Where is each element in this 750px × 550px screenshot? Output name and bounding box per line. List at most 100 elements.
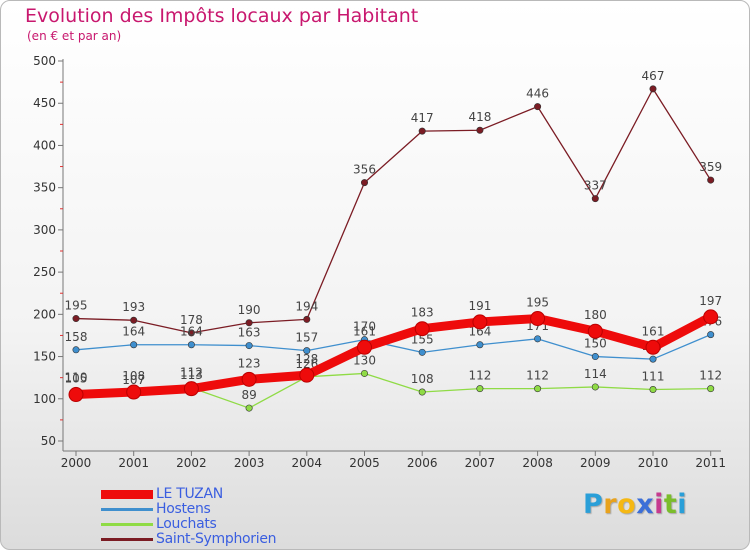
data-label-le-tuzan: 123 <box>238 356 261 370</box>
data-label-louchats: 114 <box>584 367 607 381</box>
data-point-hostens <box>72 346 80 354</box>
proxiti-logo-letter: t <box>663 489 678 520</box>
x-tick-label: 2004 <box>292 456 323 470</box>
proxiti-logo: Proxiti <box>583 489 687 520</box>
data-label-le-tuzan: 161 <box>353 324 376 338</box>
x-tick-label: 2010 <box>638 456 669 470</box>
data-label-hostens: 150 <box>584 337 607 351</box>
data-label-louchats: 126 <box>295 357 318 371</box>
x-tick-label: 2007 <box>465 456 496 470</box>
data-point-saint-symphorien <box>649 85 657 93</box>
y-tick-label: 200 <box>33 307 56 321</box>
y-tick-label: 450 <box>33 96 56 110</box>
data-point-le-tuzan <box>357 339 372 355</box>
data-point-saint-symphorien <box>72 315 80 323</box>
data-point-le-tuzan <box>530 311 546 327</box>
legend-swatch-saint-symphorien <box>101 538 153 541</box>
x-tick-label: 2000 <box>61 456 92 470</box>
y-tick-label: 250 <box>33 265 56 279</box>
legend-swatch-le-tuzan <box>101 490 153 499</box>
data-label-le-tuzan: 128 <box>295 352 318 366</box>
data-label-hostens: 164 <box>468 325 491 339</box>
y-tick-label: 50 <box>41 434 56 448</box>
y-tick-label: 100 <box>33 392 56 406</box>
data-point-louchats <box>591 383 599 391</box>
proxiti-logo-letter: i <box>654 489 664 520</box>
data-label-le-tuzan: 197 <box>699 294 722 308</box>
data-label-hostens: 170 <box>353 320 376 334</box>
y-tick-label: 500 <box>33 54 56 68</box>
data-label-louchats: 110 <box>65 370 88 384</box>
data-point-saint-symphorien <box>187 329 195 337</box>
data-label-saint-symphorien: 193 <box>122 300 145 314</box>
data-label-louchats: 112 <box>468 369 491 383</box>
x-tick-label: 2005 <box>349 456 380 470</box>
legend-label-saint-symphorien: Saint-Symphorien <box>156 531 277 547</box>
x-tick-label: 2009 <box>580 456 611 470</box>
data-point-hostens <box>187 341 195 349</box>
data-point-louchats <box>245 404 253 412</box>
data-label-louchats: 111 <box>642 369 665 383</box>
legend-label-louchats: Louchats <box>156 516 217 532</box>
data-point-le-tuzan <box>587 323 603 339</box>
data-point-hostens <box>245 342 253 350</box>
x-tick-label: 2002 <box>176 456 207 470</box>
data-label-saint-symphorien: 337 <box>584 179 607 193</box>
data-point-louchats <box>649 385 657 393</box>
data-label-saint-symphorien: 195 <box>65 299 88 313</box>
data-label-hostens: 155 <box>411 332 434 346</box>
data-label-hostens: 157 <box>295 331 318 345</box>
data-label-le-tuzan: 108 <box>122 369 145 383</box>
data-point-le-tuzan <box>241 371 257 387</box>
series-line-hostens <box>75 333 712 360</box>
data-label-louchats: 89 <box>241 388 256 402</box>
data-label-louchats: 112 <box>699 369 722 383</box>
data-point-hostens <box>476 341 484 349</box>
data-point-hostens <box>534 335 542 343</box>
proxiti-logo-letter: o <box>617 489 637 520</box>
data-point-le-tuzan <box>299 367 315 383</box>
chart-title: Evolution des Impôts locaux par Habitant <box>25 5 419 27</box>
data-label-saint-symphorien: 418 <box>468 110 491 124</box>
data-label-louchats: 112 <box>526 369 549 383</box>
legend-swatch-louchats <box>101 523 153 526</box>
data-label-saint-symphorien: 356 <box>353 163 376 177</box>
y-tick-label: 150 <box>33 350 56 364</box>
data-point-saint-symphorien <box>360 179 368 187</box>
data-point-le-tuzan <box>703 309 719 325</box>
x-tick-label: 2006 <box>407 456 438 470</box>
data-label-louchats: 108 <box>411 372 434 386</box>
data-label-le-tuzan: 112 <box>180 366 203 380</box>
data-point-saint-symphorien <box>245 319 253 327</box>
data-point-louchats <box>360 369 368 377</box>
y-tick-label: 350 <box>33 181 56 195</box>
x-tick-label: 2003 <box>234 456 265 470</box>
data-label-louchats: 130 <box>353 353 376 367</box>
series-line-saint-symphorien <box>75 88 712 334</box>
data-label-louchats: 113 <box>180 368 203 382</box>
chart-subtitle: (en € et par an) <box>27 29 122 43</box>
data-point-le-tuzan <box>414 321 430 337</box>
data-label-saint-symphorien: 359 <box>699 160 722 174</box>
data-point-le-tuzan <box>645 339 661 355</box>
data-label-hostens: 158 <box>65 330 88 344</box>
legend-label-hostens: Hostens <box>156 501 211 517</box>
data-point-saint-symphorien <box>476 126 484 134</box>
data-point-saint-symphorien <box>707 176 715 184</box>
data-point-saint-symphorien <box>303 315 311 323</box>
data-point-saint-symphorien <box>418 127 426 135</box>
data-point-le-tuzan <box>68 387 84 403</box>
data-point-saint-symphorien <box>534 103 542 111</box>
data-point-hostens <box>418 348 426 356</box>
data-label-hostens: 164 <box>122 325 145 339</box>
data-label-le-tuzan: 195 <box>526 296 549 310</box>
data-label-saint-symphorien: 446 <box>526 87 549 101</box>
proxiti-logo-letter: P <box>583 489 604 520</box>
x-tick-label: 2011 <box>695 456 726 470</box>
data-point-le-tuzan <box>126 384 142 400</box>
data-label-saint-symphorien: 467 <box>642 69 665 83</box>
x-tick-label: 2001 <box>118 456 149 470</box>
data-point-hostens <box>591 353 599 361</box>
